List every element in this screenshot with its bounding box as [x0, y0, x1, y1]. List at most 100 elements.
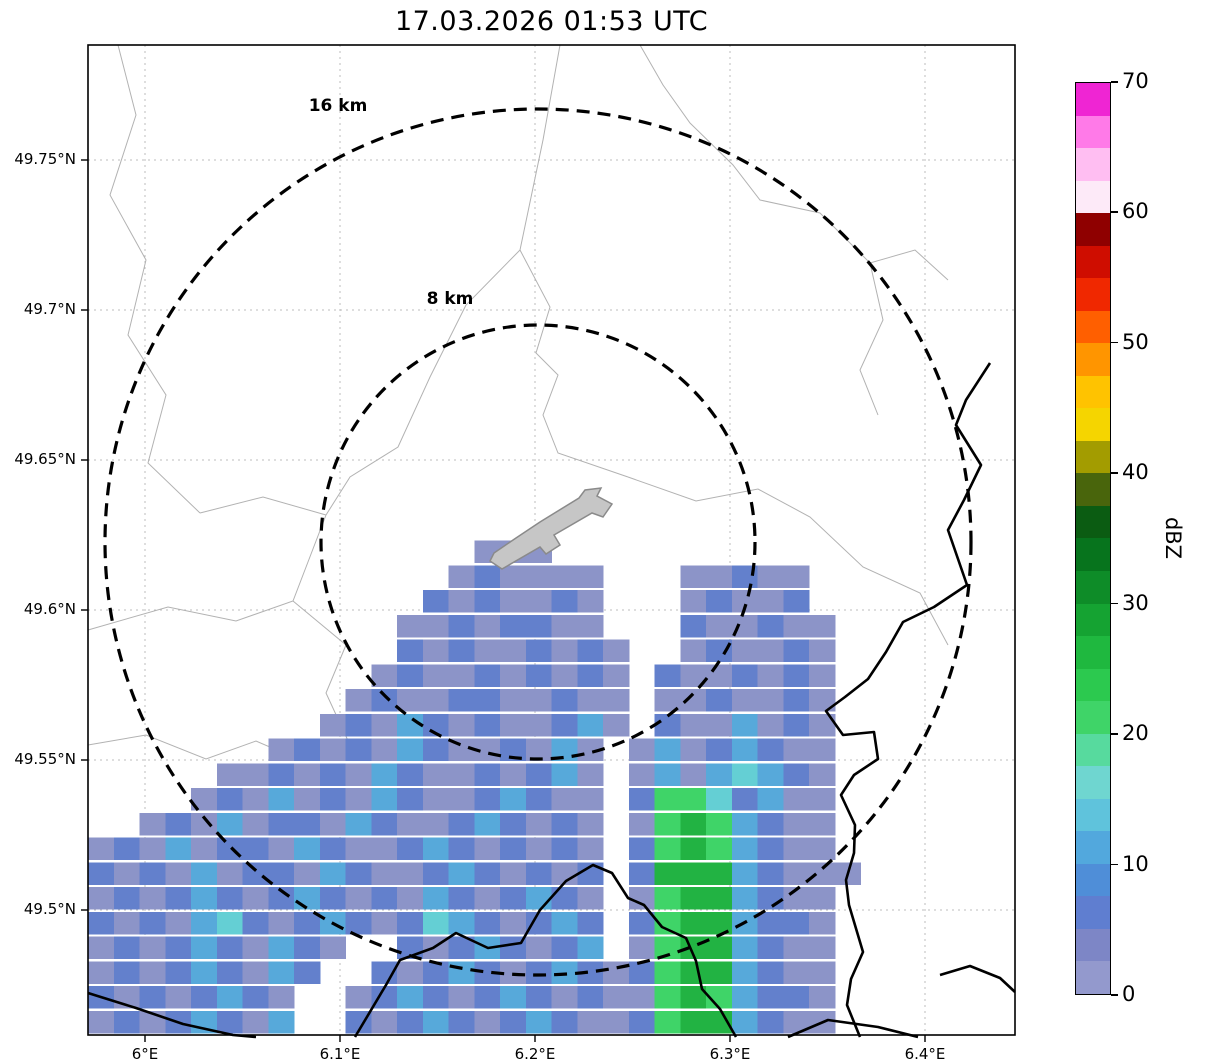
radar-echo-cell — [551, 565, 578, 588]
radar-echo-cell — [577, 763, 604, 786]
lat-tick-label: 49.6°N — [23, 600, 76, 618]
radar-echo-cell — [809, 837, 836, 860]
lat-tick-label: 49.5°N — [23, 900, 76, 918]
radar-echo-cell — [551, 986, 578, 1009]
colorbar-tick-label: 40 — [1122, 460, 1149, 485]
radar-echo-cell — [680, 887, 707, 910]
radar-echo-cell — [783, 664, 810, 687]
radar-echo-cell — [654, 664, 681, 687]
colorbar-segment — [1076, 440, 1110, 474]
radar-echo-cell — [474, 763, 501, 786]
radar-echo-cell — [294, 812, 321, 836]
radar-echo-cell — [680, 812, 707, 836]
radar-echo-cell — [500, 788, 527, 811]
radar-echo-cell — [191, 812, 218, 836]
radar-echo-cell — [448, 664, 475, 687]
radar-echo-cell — [757, 961, 784, 984]
radar-echo-cell — [448, 862, 475, 885]
radar-echo-cell — [706, 986, 733, 1009]
radar-echo-cell — [319, 713, 347, 737]
radar-echo-cell — [371, 738, 398, 761]
radar-echo-cell — [371, 887, 398, 910]
colorbar-tick-label: 50 — [1122, 329, 1149, 354]
lon-tick-label: 6°E — [131, 1045, 159, 1063]
radar-echo-cell — [242, 986, 269, 1009]
radar-echo-cell — [757, 689, 784, 712]
radar-echo-cell — [371, 911, 398, 935]
radar-echo-cell — [783, 1010, 810, 1034]
radar-echo-cell — [500, 961, 527, 984]
radar-echo-cell — [628, 936, 656, 959]
colorbar-segment — [1076, 83, 1110, 116]
radar-echo-cell — [706, 961, 733, 984]
lat-tick-label: 49.7°N — [23, 300, 76, 318]
radar-echo-cell — [680, 689, 707, 712]
radar-echo-cell — [474, 837, 501, 860]
radar-echo-cell — [88, 862, 115, 885]
radar-echo-cell — [525, 763, 553, 786]
colorbar-segment — [1076, 701, 1110, 734]
radar-echo-cell — [165, 812, 192, 836]
radar-echo-cell — [731, 961, 759, 984]
radar-echo-cell — [242, 812, 269, 836]
colorbar-segment — [1076, 180, 1110, 214]
region-border-line — [87, 514, 327, 631]
radar-echo-cell — [474, 986, 501, 1009]
lon-tick-label: 6.4°E — [904, 1045, 946, 1063]
radar-echo-cell — [680, 590, 707, 613]
radar-echo-cell — [268, 961, 295, 984]
radar-echo-cell — [242, 837, 269, 860]
radar-echo-cell — [603, 639, 630, 662]
radar-echo-cell — [628, 763, 656, 786]
region-borders-layer — [87, 44, 949, 760]
radar-echo-cell — [551, 812, 578, 836]
radar-echo-cell — [191, 936, 218, 959]
radar-echo-cell — [139, 986, 166, 1009]
radar-echo-cell — [500, 986, 527, 1009]
radar-echo-cell — [397, 837, 424, 860]
radar-echo-cell — [500, 887, 527, 910]
colorbar-segment — [1076, 961, 1110, 994]
radar-echo-cell — [500, 812, 527, 836]
radar-echo-cell — [654, 862, 681, 885]
radar-echo-cell — [680, 961, 707, 984]
colorbar-tick-mark — [1111, 211, 1118, 214]
radar-echo-cell — [654, 788, 681, 811]
radar-echo-cell — [216, 911, 244, 935]
radar-echo-cell — [319, 788, 347, 811]
radar-echo-cell — [165, 837, 192, 860]
radar-echo-cell — [88, 887, 115, 910]
radar-echo-cell — [345, 812, 372, 836]
radar-echo-cell — [809, 639, 836, 662]
radar-echo-cell — [731, 590, 759, 613]
radar-echo-cell — [783, 713, 810, 737]
radar-echo-cell — [448, 961, 475, 984]
colorbar-tick-label: 10 — [1122, 851, 1149, 876]
radar-echo-cell — [113, 961, 141, 984]
radar-echo-cell — [809, 862, 836, 885]
radar-echo-cell — [345, 911, 372, 935]
radar-echo-cell — [242, 887, 269, 910]
radar-echo-cell — [139, 911, 166, 935]
radar-echo-cell — [731, 763, 759, 786]
region-border-line — [109, 44, 201, 514]
radar-echo-cell — [551, 738, 578, 761]
radar-echo-cell — [397, 639, 424, 662]
radar-echo-cell — [345, 788, 372, 811]
radar-echo-cell — [448, 1010, 475, 1034]
radar-echo-cell — [706, 713, 733, 737]
radar-echo-cell — [474, 689, 501, 712]
radar-echo-cell — [809, 664, 836, 687]
colorbar-tick-label: 70 — [1122, 69, 1149, 93]
radar-echo-cell — [654, 812, 681, 836]
colorbar-tick-label: 30 — [1122, 590, 1149, 615]
radar-echo-cell — [500, 911, 527, 935]
radar-echo-cell — [551, 639, 578, 662]
radar-echo-cell — [242, 788, 269, 811]
radar-echo-cell — [809, 689, 836, 712]
radar-echo-cell — [783, 911, 810, 935]
radar-echo-cell — [397, 961, 424, 984]
radar-echo-cell — [525, 812, 553, 836]
radar-echo-cell — [294, 936, 321, 959]
colorbar-segment — [1076, 766, 1110, 799]
